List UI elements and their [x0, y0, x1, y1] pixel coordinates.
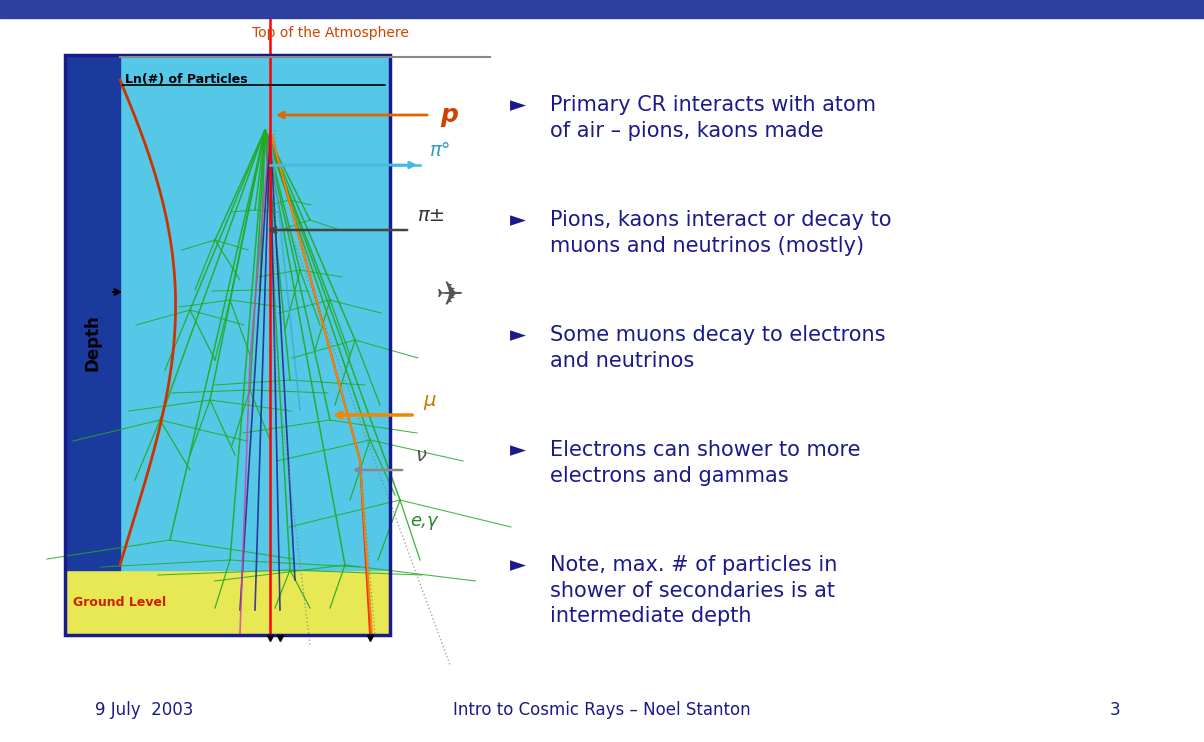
Text: Primary CR interacts with atom
of air – pions, kaons made: Primary CR interacts with atom of air – …: [550, 95, 877, 140]
Text: π°: π°: [430, 141, 452, 160]
Text: Ln(#) of Particles: Ln(#) of Particles: [125, 73, 248, 86]
Text: μ: μ: [423, 391, 436, 410]
Text: Ground Level: Ground Level: [73, 596, 166, 609]
Bar: [120, 55, 390, 570]
Text: 3: 3: [1109, 701, 1120, 719]
Text: Intro to Cosmic Rays – Noel Stanton: Intro to Cosmic Rays – Noel Stanton: [453, 701, 751, 719]
Text: e,γ: e,γ: [411, 512, 437, 530]
Text: π±: π±: [418, 206, 447, 225]
Text: ►: ►: [510, 210, 526, 230]
Text: ►: ►: [510, 555, 526, 575]
Text: Pions, kaons interact or decay to
muons and neutrinos (mostly): Pions, kaons interact or decay to muons …: [550, 210, 891, 255]
Text: ✈: ✈: [435, 278, 464, 312]
Text: ►: ►: [510, 95, 526, 115]
Bar: [65, 55, 390, 635]
Text: Note, max. # of particles in
shower of secondaries is at
intermediate depth: Note, max. # of particles in shower of s…: [550, 555, 837, 626]
Text: Top of the Atmosphere: Top of the Atmosphere: [252, 26, 408, 40]
Text: Depth: Depth: [83, 314, 101, 371]
Text: Some muons decay to electrons
and neutrinos: Some muons decay to electrons and neutri…: [550, 325, 885, 370]
Text: ►: ►: [510, 325, 526, 345]
Bar: [65, 570, 390, 635]
Text: p: p: [439, 103, 458, 127]
Text: Electrons can shower to more
electrons and gammas: Electrons can shower to more electrons a…: [550, 440, 861, 485]
Text: ν: ν: [415, 446, 426, 465]
Bar: [65, 55, 390, 570]
Text: 9 July  2003: 9 July 2003: [95, 701, 194, 719]
Bar: [65, 55, 120, 570]
Text: ►: ►: [510, 440, 526, 460]
Bar: [0, 0, 1204, 18]
